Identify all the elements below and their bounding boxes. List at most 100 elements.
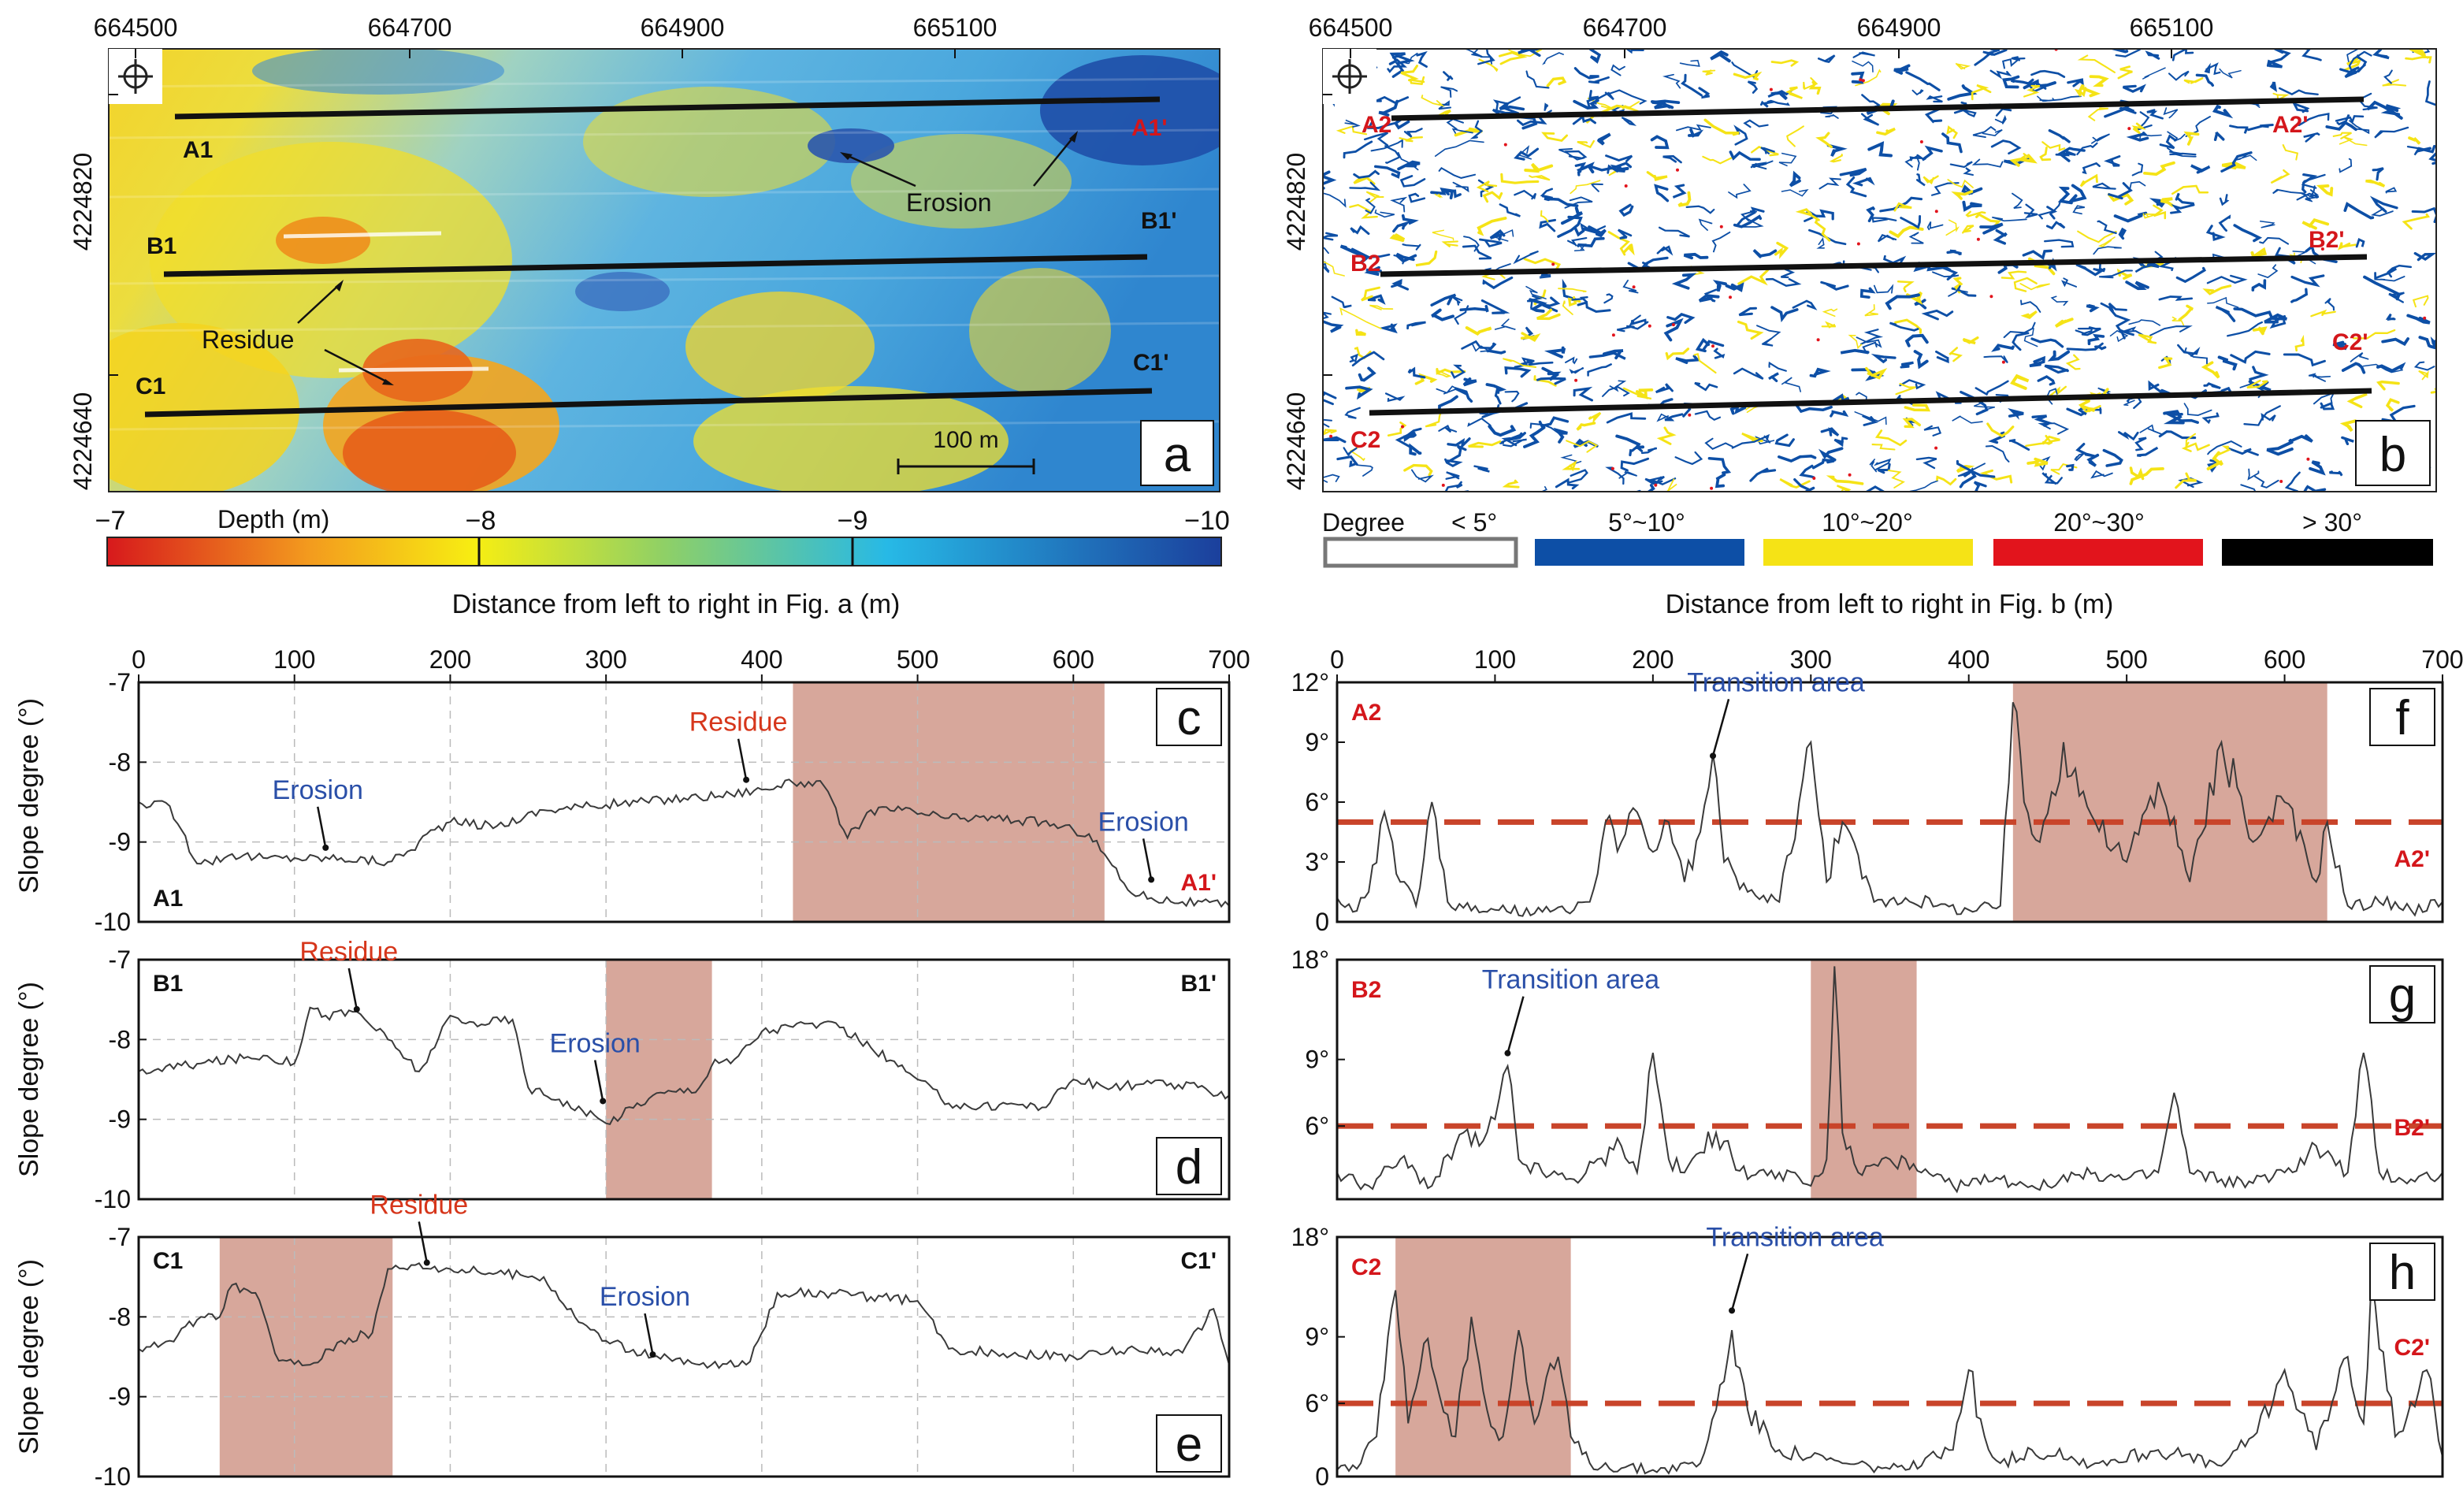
- slope-stroke: [1356, 464, 1373, 477]
- slope-stroke: [1786, 125, 1804, 147]
- slope-stroke: [2050, 295, 2069, 306]
- slope-stroke: [1573, 243, 1587, 251]
- slope-stroke: [1655, 383, 1674, 394]
- slope-stroke: [1374, 209, 1395, 218]
- slope-stroke: [1960, 390, 1989, 416]
- slope-stroke: [1476, 180, 1498, 193]
- slope-stroke: [1688, 128, 1704, 138]
- slope-stroke: [2221, 162, 2246, 170]
- ytick-label: -8: [109, 1302, 131, 1331]
- panel-letter-box: [2369, 688, 2435, 746]
- slope-stroke: [2094, 345, 2107, 351]
- profile-start-label: C2: [1351, 1254, 1381, 1280]
- slope-stroke: [2118, 431, 2139, 441]
- slope-stroke: [1679, 59, 1700, 67]
- slope-stroke: [2430, 336, 2436, 347]
- chart-panel-d: -7 -8 -9 -10 B1 B1' d Residue Erosion: [95, 937, 1231, 1213]
- ytick-label: 3°: [1305, 848, 1329, 876]
- slope-stroke: [1768, 361, 1787, 372]
- chart-frame-e: [137, 1235, 1231, 1478]
- slope-stroke: [2003, 321, 2036, 339]
- xtick-label: 500: [2105, 645, 2147, 674]
- slope-stroke: [1353, 169, 1380, 179]
- slope-stroke: [1845, 176, 1867, 198]
- slope-stroke: [2430, 387, 2436, 394]
- slope-stroke: [2079, 173, 2098, 188]
- slope-stroke: [1971, 158, 2004, 168]
- profile-line-a2: [1391, 96, 2365, 121]
- slope-stroke: [1658, 226, 1690, 238]
- slope-stroke: [1792, 299, 1818, 310]
- slope-stroke: [2413, 361, 2435, 371]
- slope-stroke: [1770, 306, 1799, 323]
- slope-stroke: [1358, 366, 1376, 382]
- slope-stroke: [1541, 132, 1568, 143]
- slope-stroke: [1951, 190, 1974, 200]
- slope-stroke: [2207, 296, 2239, 308]
- xtick-label: 400: [741, 645, 782, 674]
- slope-stroke: [1893, 64, 1911, 75]
- slope-stroke: [2066, 407, 2087, 417]
- slope-stroke: [1446, 444, 1467, 464]
- slope-stroke: [2233, 307, 2273, 318]
- slope-stroke: [1815, 132, 1833, 149]
- slope-dot: [1934, 210, 1938, 214]
- ytick-label: 9°: [1305, 1323, 1329, 1351]
- ytick-label: -7: [109, 945, 131, 974]
- slope-stroke: [1339, 244, 1371, 264]
- label-c1-end: C1': [1133, 350, 1168, 376]
- slope-stroke: [1926, 221, 1944, 231]
- slope-stroke: [1737, 320, 1764, 340]
- slope-stroke: [1588, 351, 1626, 360]
- slope-stroke: [2023, 328, 2038, 347]
- chart-panel-e: -7 -8 -9 -10 C1 C1' e Residue Erosion: [95, 1191, 1231, 1491]
- slope-stroke: [2279, 87, 2319, 95]
- slope-stroke: [1740, 210, 1757, 221]
- slope-stroke: [2153, 204, 2167, 220]
- slope-stroke: [2008, 408, 2024, 420]
- slope-stroke: [2030, 337, 2064, 348]
- annotation-arrow: [1711, 698, 1730, 756]
- slope-stroke: [1323, 429, 1337, 436]
- slope-stroke: [2201, 412, 2220, 425]
- slope-stroke: [2266, 440, 2294, 456]
- panel-letter-box: [1156, 688, 1222, 746]
- slope-stroke: [2376, 380, 2400, 391]
- slope-stroke: [2219, 194, 2230, 206]
- slope-stroke: [2115, 49, 2153, 58]
- slope-stroke: [2270, 169, 2290, 184]
- slope-stroke: [1504, 366, 1532, 378]
- slope-stroke: [2160, 355, 2171, 365]
- slope-stroke: [1662, 154, 1682, 164]
- slope-stroke: [1876, 127, 1896, 136]
- slope-stroke: [2385, 187, 2398, 194]
- slope-stroke: [2090, 470, 2113, 479]
- slope-stroke: [1477, 179, 1495, 198]
- slope-stroke: [1674, 451, 1703, 466]
- slope-stroke: [2320, 402, 2335, 411]
- slope-stroke: [1683, 252, 1709, 260]
- slope-stroke: [1603, 293, 1614, 304]
- slope-stroke: [1391, 54, 1415, 78]
- slope-stroke: [1867, 141, 1893, 158]
- slope-stroke: [1536, 308, 1561, 321]
- slope-stroke: [1517, 145, 1532, 160]
- slope-stroke: [1529, 175, 1551, 181]
- slope-stroke: [1539, 218, 1557, 232]
- ytick-label: -7: [109, 668, 131, 697]
- slope-dot: [2306, 457, 2310, 461]
- slope-stroke: [1390, 196, 1408, 213]
- map-b-xtick: 665100: [2130, 13, 2214, 42]
- slope-stroke: [1447, 437, 1471, 450]
- slope-stroke: [1610, 64, 1625, 76]
- slope-stroke: [1378, 323, 1398, 334]
- slope-stroke: [1908, 232, 1924, 244]
- slope-stroke: [1421, 95, 1445, 107]
- slope-stroke: [2181, 442, 2210, 452]
- annotation-arrowhead: [1504, 1049, 1511, 1057]
- slope-stroke: [1671, 273, 1697, 290]
- slope-stroke: [2030, 69, 2066, 78]
- label-b2-end: B2': [2309, 227, 2344, 253]
- slope-stroke: [1693, 353, 1717, 374]
- slope-stroke: [1323, 311, 1332, 320]
